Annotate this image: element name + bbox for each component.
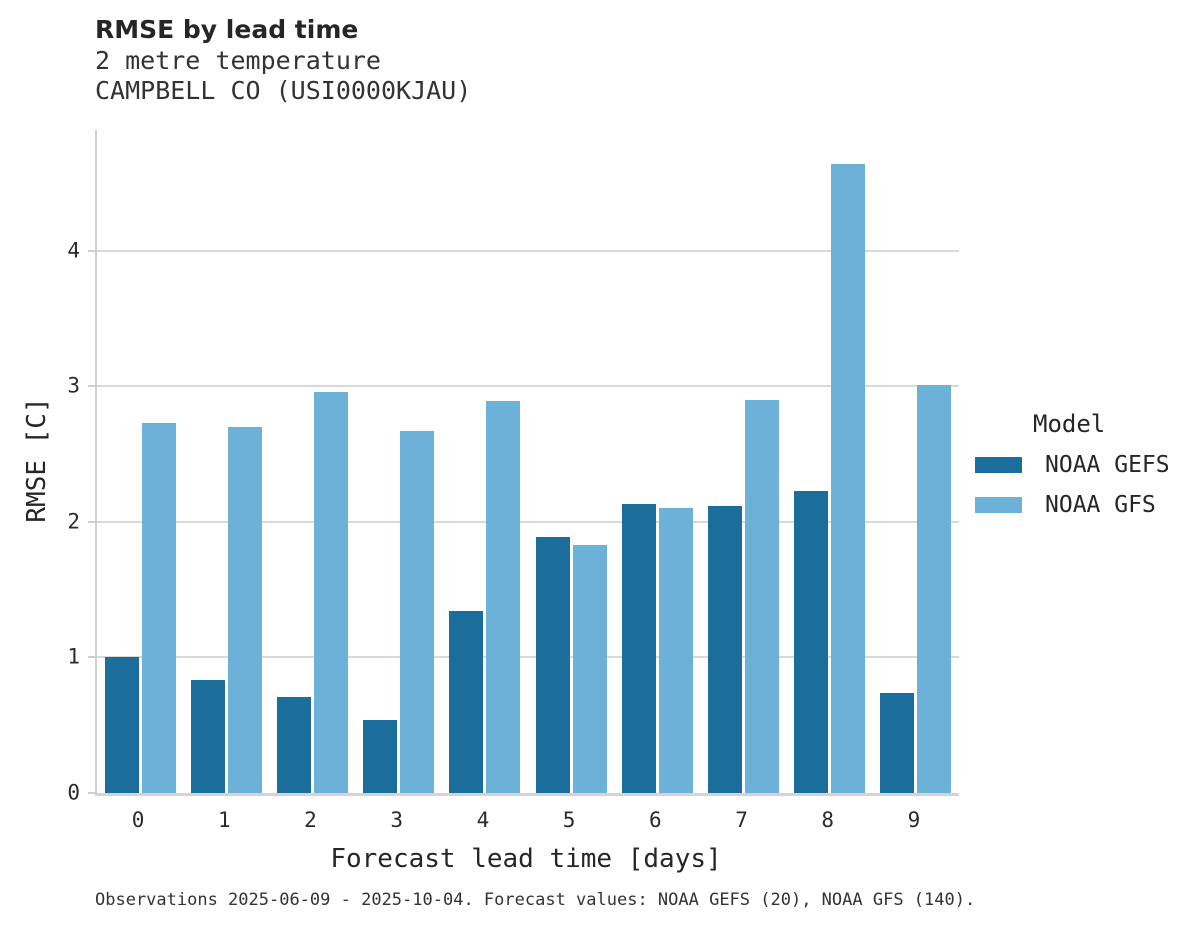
bar-noaa-gefs-2: [277, 696, 311, 793]
caption-text: Observations 2025-06-09 - 2025-10-04. Fo…: [95, 890, 976, 910]
x-tick-label-6: 6: [648, 808, 662, 832]
chart-subtitle-station: CAMPBELL CO (USI0000KJAU): [95, 76, 472, 105]
bar-noaa-gefs-1: [190, 680, 225, 793]
bar-group-0: [97, 130, 183, 793]
y-tick-label-3: 3: [67, 373, 80, 398]
bar-group-9: [873, 130, 959, 793]
bar-noaa-gfs-5: [572, 544, 607, 793]
bar-noaa-gfs-7: [745, 399, 780, 793]
chart-header: RMSE by lead time 2 metre temperature CA…: [95, 14, 471, 106]
gridline-4: [97, 249, 959, 252]
bar-noaa-gefs-3: [363, 719, 398, 793]
chart-title: RMSE by lead time: [95, 15, 359, 44]
legend: Model NOAA GEFS NOAA GFS: [975, 410, 1170, 532]
bar-noaa-gfs-2: [314, 391, 348, 793]
bar-noaa-gefs-5: [535, 536, 570, 793]
y-tick-label-2: 2: [67, 509, 80, 534]
bar-noaa-gefs-4: [449, 611, 484, 793]
bar-noaa-gfs-3: [400, 431, 435, 793]
bar-noaa-gfs-0: [141, 422, 176, 793]
legend-label-noaa-gfs: NOAA GFS: [1045, 492, 1156, 518]
bar-group-5: [528, 130, 614, 793]
bar-group-3: [356, 130, 442, 793]
bar-noaa-gefs-9: [880, 692, 915, 793]
legend-swatch-noaa-gfs: [975, 497, 1022, 513]
y-tick-mark-0: [88, 792, 95, 794]
x-tick-label-3: 3: [390, 808, 404, 832]
bar-noaa-gefs-8: [794, 490, 829, 793]
bar-group-7: [700, 130, 786, 793]
x-tick-label-8: 8: [821, 808, 835, 832]
x-tick-label-0: 0: [131, 808, 145, 832]
gridline-3: [97, 385, 959, 388]
x-tick-label-9: 9: [907, 808, 921, 832]
bar-noaa-gfs-6: [658, 508, 693, 793]
y-axis-title: RMSE [C]: [22, 397, 52, 523]
bar-noaa-gfs-9: [917, 384, 952, 793]
bar-noaa-gfs-8: [831, 163, 866, 793]
legend-item-noaa-gfs: NOAA GFS: [975, 492, 1170, 518]
x-tick-label-1: 1: [217, 808, 231, 832]
bar-noaa-gfs-4: [486, 401, 521, 793]
legend-label-noaa-gefs: NOAA GEFS: [1045, 452, 1170, 478]
legend-title: Model: [1033, 410, 1106, 438]
bars-layer: [97, 130, 959, 793]
bar-noaa-gefs-7: [708, 505, 743, 793]
plot-area: 0 1 2 3 4: [67, 130, 959, 803]
x-tick-label-4: 4: [476, 808, 490, 832]
bar-group-4: [442, 130, 528, 793]
bar-group-6: [614, 130, 700, 793]
bar-noaa-gefs-6: [621, 504, 656, 793]
y-tick-mark-3: [88, 385, 95, 388]
bar-group-1: [183, 130, 269, 793]
y-tick-mark-1: [88, 656, 95, 659]
gridline-2: [97, 520, 959, 523]
y-tick-mark-2: [88, 520, 95, 523]
bar-group-2: [269, 130, 355, 793]
y-tick-label-1: 1: [67, 644, 80, 669]
bar-group-8: [787, 130, 873, 793]
gridline-1: [97, 656, 959, 659]
bar-noaa-gefs-0: [104, 657, 139, 793]
x-tick-label-5: 5: [562, 808, 576, 832]
y-tick-label-4: 4: [67, 238, 80, 263]
x-tick-row: 0 1 2 3 4 5 6 7 8 9: [95, 808, 957, 832]
legend-swatch-noaa-gefs: [975, 457, 1022, 473]
x-tick-label-2: 2: [304, 808, 317, 832]
legend-items: NOAA GEFS NOAA GFS: [975, 452, 1170, 518]
x-axis-title: Forecast lead time [days]: [330, 844, 722, 874]
bar-noaa-gfs-1: [227, 426, 262, 793]
legend-item-noaa-gefs: NOAA GEFS: [975, 452, 1170, 478]
x-tick-label-7: 7: [735, 808, 748, 832]
chart-subtitle-variable: 2 metre temperature: [95, 46, 381, 75]
y-tick-label-0: 0: [67, 780, 80, 805]
y-tick-mark-4: [88, 249, 95, 252]
